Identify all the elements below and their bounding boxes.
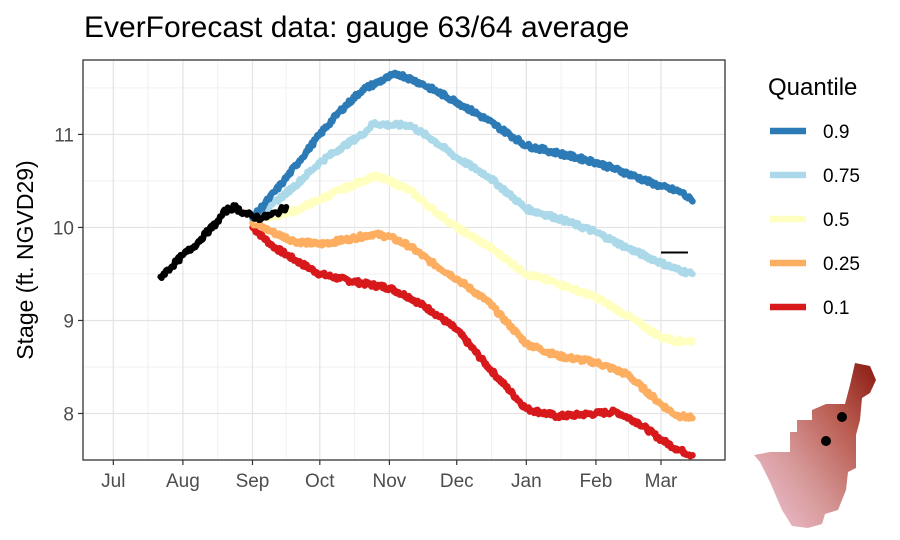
plot-border: [82, 59, 726, 461]
legend-label: 0.75: [823, 166, 860, 187]
gauge-marker: [821, 436, 831, 446]
x-tick-label: Aug: [166, 471, 200, 492]
x-tick-label: Jan: [511, 471, 542, 492]
y-tick-label: 10: [53, 218, 74, 239]
y-tick-label: 8: [63, 404, 74, 425]
chart-title: EverForecast data: gauge 63/64 average: [84, 11, 629, 44]
x-tick-label: Feb: [580, 471, 613, 492]
map-region-shape: [754, 363, 876, 528]
x-tick-label: Oct: [305, 471, 335, 492]
x-tick-label: Jul: [101, 471, 125, 492]
legend-title: Quantile: [768, 74, 857, 101]
series-line-q09: [249, 69, 696, 222]
series-line-q025: [249, 219, 696, 422]
series-layer: [157, 69, 696, 460]
gauge-marker: [837, 412, 847, 422]
series-line-q075: [249, 119, 696, 278]
series-line-q01: [249, 224, 696, 460]
inset-map: [754, 363, 876, 528]
x-tick-label: Mar: [645, 471, 678, 492]
y-tick-label: 11: [54, 125, 74, 146]
legend-label: 0.5: [823, 210, 849, 231]
legend-label: 0.1: [823, 298, 849, 319]
x-tick-label: Nov: [373, 471, 407, 492]
observed-stage-line: [157, 202, 290, 281]
x-tick-label: Dec: [440, 471, 474, 492]
legend-label: 0.9: [823, 122, 849, 143]
y-tick-label: 9: [63, 311, 74, 332]
series-line-q05: [249, 171, 696, 347]
legend-label: 0.25: [823, 254, 860, 275]
x-tick-label: Sep: [236, 471, 270, 492]
legend: Quantile 0.9 0.75 0.5 0.25 0.1: [768, 74, 860, 319]
y-axis: 8 9 10 11: [53, 125, 83, 425]
x-axis: Jul Aug Sep Oct Nov Dec Jan Feb Mar: [101, 460, 678, 492]
y-axis-label: Stage (ft. NGVD29): [12, 160, 38, 359]
